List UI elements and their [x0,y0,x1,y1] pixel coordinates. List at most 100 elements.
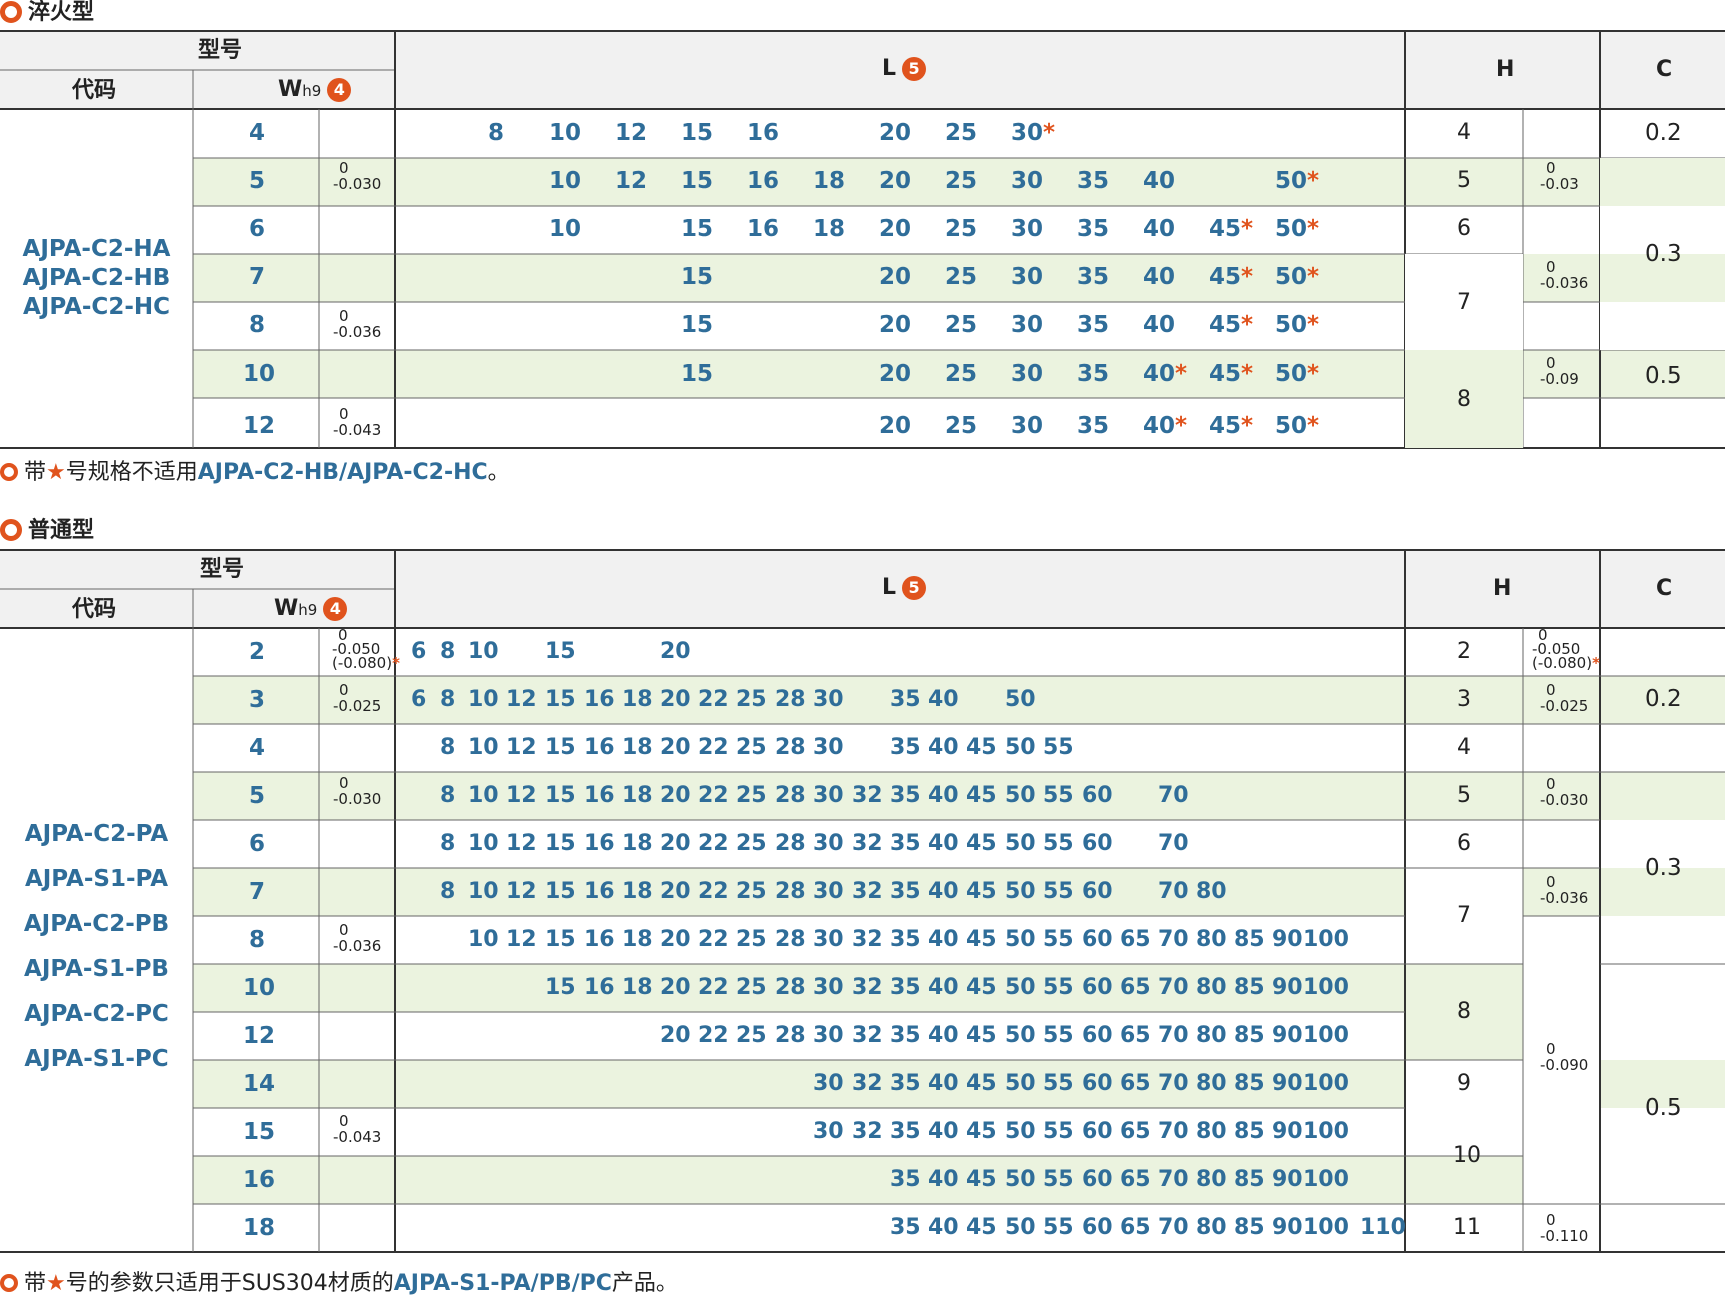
l-value: 8 [440,831,456,856]
w-tolerance: 0 -0.025 [333,681,382,715]
l-value: 45 [966,1215,997,1240]
l-value: 35 [1077,361,1110,387]
l-value: 35 [890,783,921,808]
l-value: 35 [890,927,921,952]
l-value: 30 [813,687,844,712]
note-bullet-icon [0,1274,18,1292]
l-value: 35 [890,975,921,1000]
c-value: 0.3 [1645,855,1682,881]
star-icon: * [1241,312,1254,338]
l-value: 45 [966,783,997,808]
w-tolerance: 0 -0.036 [333,921,382,955]
l-value: 15 [545,831,576,856]
c-value: 0.2 [1645,120,1682,146]
l-value: 80 [1196,927,1227,952]
l-value: 100 [1303,1167,1349,1192]
l-value: 30 [1011,413,1044,439]
l-value: 20 [879,361,912,387]
l-value: 90 [1272,1071,1303,1096]
l-value: 15 [681,168,714,194]
l-value: 90 [1272,927,1303,952]
h-tolerance: 0 -0.09 [1540,354,1579,388]
l-value: 45* [1209,312,1254,338]
l-value: 40* [1143,413,1188,439]
l-value: 45 [966,1119,997,1144]
l-value: 15 [545,975,576,1000]
l-value: 32 [852,831,883,856]
w-value: 12 [243,413,276,439]
c-value: 0.3 [1645,241,1682,267]
w-tolerance: 0 -0.036 [333,307,382,341]
l-value: 100 [1303,1071,1349,1096]
l-value: 10 [468,783,499,808]
l-value: 20 [660,975,691,1000]
header-c: C [1656,57,1673,82]
l-value: 30 [813,879,844,904]
l-value: 45 [966,831,997,856]
l-value: 25 [945,120,978,146]
l-value: 45 [966,1023,997,1048]
l-value: 50 [1005,1071,1036,1096]
l-value: 40 [1143,216,1176,242]
l-value: 15 [545,639,576,664]
l-value: 85 [1234,927,1265,952]
l-value: 70 [1158,831,1189,856]
l-value: 50* [1275,264,1320,290]
star-icon: ★ [46,1271,66,1296]
l-value: 70 [1158,1023,1189,1048]
l-value: 50 [1005,783,1036,808]
code-item: AJPA-C2-HA [22,236,171,262]
l-value: 35 [890,879,921,904]
l-value: 25 [945,216,978,242]
l-value: 45 [966,1167,997,1192]
l-value: 70 [1158,783,1189,808]
l-value: 20 [879,413,912,439]
l-value: 18 [622,735,653,760]
l-value: 30 [813,975,844,1000]
l-value: 18 [622,687,653,712]
l-value: 16 [747,168,780,194]
l-value: 20 [660,831,691,856]
l-value: 18 [622,831,653,856]
header-h: H [1496,57,1515,82]
l-value: 15 [681,312,714,338]
l-value: 85 [1234,1215,1265,1240]
l-value: 22 [698,1023,729,1048]
l-value: 25 [945,413,978,439]
h-cell-merged [1405,254,1523,350]
l-value: 45 [966,735,997,760]
header-code: 代码 [72,597,117,622]
l-value: 55 [1043,975,1074,1000]
l-value: 25 [945,361,978,387]
l-value: 20 [660,879,691,904]
l-value: 40 [928,1071,959,1096]
l-value: 40 [928,687,959,712]
star-icon: * [1307,361,1320,387]
l-value: 20 [660,783,691,808]
l-value: 25 [736,927,767,952]
h-value: 5 [1457,783,1471,808]
c-cell-hl [1600,158,1725,206]
l-value: 6 [411,687,427,712]
l-value: 30 [813,1071,844,1096]
h-value: 8 [1457,387,1471,412]
l-value: 30 [813,1023,844,1048]
l-value: 25 [736,783,767,808]
l-value: 15 [545,735,576,760]
star-icon: * [1241,361,1254,387]
l-value: 100 [1303,1023,1349,1048]
l-value: 40 [928,1119,959,1144]
l-value: 35 [890,1215,921,1240]
l-value: 50* [1275,361,1320,387]
l-value: 20 [660,735,691,760]
l-value: 15 [681,361,714,387]
star-icon: * [1592,654,1600,672]
w-tolerance: 0 -0.043 [333,1112,382,1146]
l-value: 30 [1011,361,1044,387]
l-value: 55 [1043,783,1074,808]
l-value: 35 [1077,312,1110,338]
l-value: 90 [1272,975,1303,1000]
l-value: 70 [1158,975,1189,1000]
c-value: 0.2 [1645,686,1682,712]
l-value: 25 [945,168,978,194]
